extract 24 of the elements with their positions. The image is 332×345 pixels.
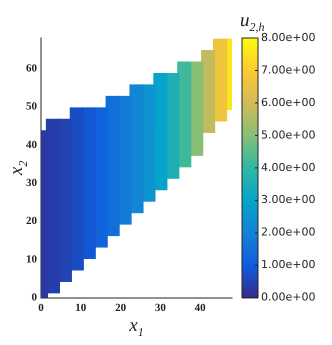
point	[201, 50, 216, 64]
y-tick-label: 60	[26, 62, 38, 74]
y-tick-label: 0	[32, 292, 38, 304]
color-bar-label: 7.00e+00	[261, 63, 316, 76]
color-bar-label: 3.00e+00	[261, 193, 316, 206]
y-tick-label: 40	[26, 138, 38, 151]
point	[177, 61, 192, 76]
y-tick-label: 50	[26, 100, 38, 113]
point	[212, 38, 228, 53]
y-axis-title: x2	[6, 160, 30, 176]
color-bar-label: 2.00e+00	[261, 226, 316, 239]
x-tick-label: 20	[115, 302, 127, 314]
y-tick-label: 10	[26, 253, 38, 266]
color-bar-label: 5.00e+00	[261, 128, 316, 142]
y-tick-label: 20	[26, 215, 38, 228]
x-tick-label: 40	[194, 302, 206, 314]
color-bar-label: 0.00e+00	[261, 290, 316, 304]
x-tick-label: 30	[154, 302, 166, 314]
color-bar-label: 4.00e+00	[261, 160, 316, 174]
x-tick-label: 10	[75, 302, 87, 314]
y-tick-label: 30	[26, 177, 38, 190]
color-bar-label: 8.00e+00	[261, 30, 316, 44]
color-bar-label: 1.00e+00	[261, 258, 316, 272]
color-bar-label: 6.00e+00	[261, 96, 316, 109]
